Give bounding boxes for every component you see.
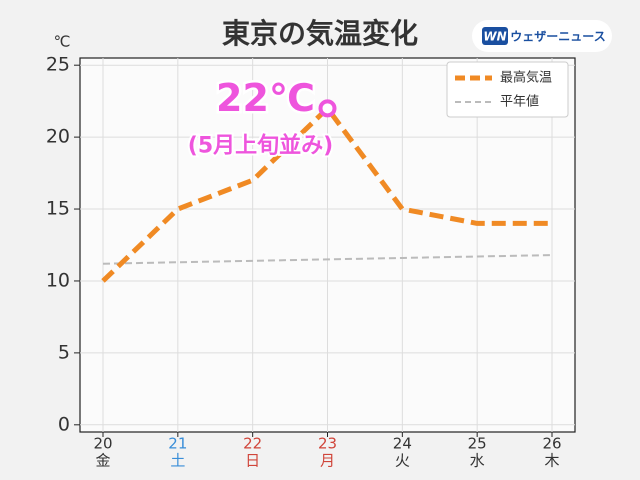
- x-tick-weekday: 水: [470, 452, 485, 470]
- x-tick-label: 23: [318, 435, 337, 453]
- annotation-marker: [318, 99, 337, 118]
- x-tick-weekday: 土: [170, 452, 185, 470]
- y-tick-label: 20: [46, 126, 70, 148]
- x-tick-weekday: 月: [320, 452, 335, 470]
- legend-label: 最高気温: [500, 70, 552, 86]
- annotation-subtext: (5月上旬並み): [188, 132, 333, 158]
- y-unit: ℃: [54, 33, 71, 51]
- legend-label: 平年値: [500, 94, 539, 110]
- x-tick-label: 20: [93, 435, 112, 453]
- x-tick-weekday: 木: [544, 452, 559, 470]
- chart-title: 東京の気温変化: [222, 17, 418, 50]
- annotation-text: 22℃: [216, 76, 315, 120]
- x-tick-label: 26: [542, 435, 561, 453]
- series-line: [102, 254, 553, 265]
- x-tick-weekday: 金: [95, 452, 110, 470]
- logo: WN ウェザーニュース: [472, 20, 612, 52]
- series-line: [101, 105, 552, 283]
- x-tick-label: 25: [468, 435, 487, 453]
- x-tick-label: 21: [168, 435, 187, 453]
- x-tick-label: 24: [393, 435, 412, 453]
- y-tick-label: 10: [46, 269, 70, 291]
- x-tick-weekday: 火: [395, 452, 410, 470]
- y-tick-label: 25: [46, 54, 70, 76]
- logo-icon: [482, 27, 508, 45]
- y-tick-label: 5: [58, 341, 70, 363]
- y-tick-label: 0: [58, 413, 70, 435]
- logo-mark: WN: [483, 30, 506, 44]
- y-tick-label: 15: [46, 198, 70, 220]
- x-tick-weekday: 日: [245, 452, 260, 470]
- logo-text: ウェザーニュース: [510, 30, 605, 44]
- x-tick-label: 22: [243, 435, 262, 453]
